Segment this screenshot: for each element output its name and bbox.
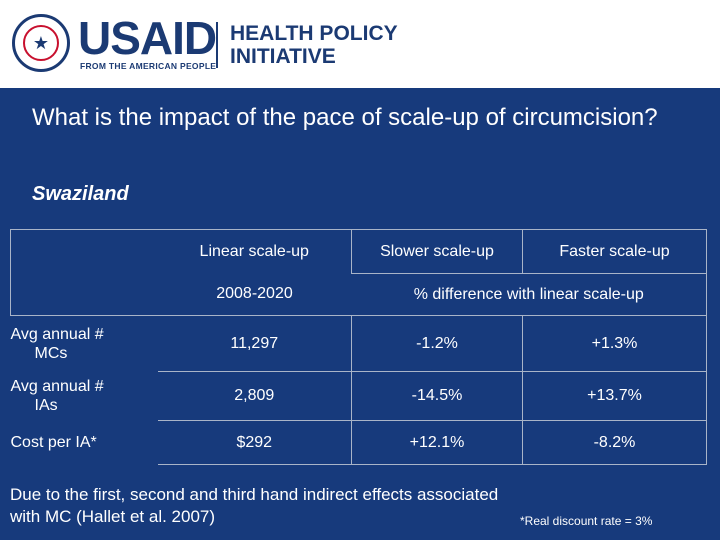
header-faster: Faster scale-up [522,229,707,274]
row-label-cost: Cost per IA* [10,434,97,451]
table-header-row: Linear scale-up Slower scale-up Faster s… [10,229,707,274]
empty-label-cell [10,273,158,316]
usaid-tagline: FROM THE AMERICAN PEOPLE [80,61,217,71]
cell-faster: +1.3% [522,315,707,372]
cell-slower: -1.2% [351,315,523,372]
table-subheader-row: 2008-2020 % difference with linear scale… [10,273,707,316]
row-label-line1: Avg annual # [10,325,104,343]
cell-slower: +12.1% [351,420,523,465]
subheader-difference: % difference with linear scale-up [351,273,707,316]
cell-linear: 11,297 [157,315,352,372]
row-label-mcs: Avg annual # MCs [11,316,158,372]
row-label-ias: Avg annual # IAs [11,372,158,421]
country-subtitle: Swaziland [32,183,129,205]
slide-title: What is the impact of the pace of scale-… [32,104,658,131]
header-slower: Slower scale-up [351,229,523,274]
row-label-line2: MCs [34,344,68,362]
slide-body: What is the impact of the pace of scale-… [0,88,720,540]
cell-linear: $292 [157,420,352,465]
table-row: Avg annual # MCs 11,297 -1.2% +1.3% [11,315,707,372]
seal-star-icon: ★ [32,33,50,53]
health-policy-initiative-logo: HEALTH POLICY INITIATIVE [230,22,398,68]
row-label-line1: Avg annual # [10,378,104,395]
cell-faster: -8.2% [522,420,707,465]
results-table: Linear scale-up Slower scale-up Faster s… [10,229,707,465]
hpi-line-2: INITIATIVE [230,45,336,68]
table-row: Avg annual # IAs 2,809 -14.5% +13.7% [11,371,707,421]
header-linear: Linear scale-up [157,229,352,274]
seal-inner-ring: ★ [23,25,59,61]
footnote-text: Due to the first, second and third hand … [10,485,499,526]
hpi-line-1: HEALTH POLICY [230,22,398,45]
usaid-logo-text: USAID [78,12,217,64]
header-bar: ★ USAID FROM THE AMERICAN PEOPLE HEALTH … [0,0,720,88]
row-label-line2: IAs [34,397,58,414]
logo-divider [216,22,218,68]
table-row: Cost per IA* $292 +12.1% -8.2% [10,420,707,465]
cell-slower: -14.5% [351,371,523,421]
discount-note: *Real discount rate = 3% [520,514,653,528]
cell-faster: +13.7% [522,371,707,421]
empty-corner-cell [10,229,158,274]
subheader-years: 2008-2020 [157,273,352,316]
usaid-seal-icon: ★ [12,14,70,72]
cell-linear: 2,809 [157,371,352,421]
